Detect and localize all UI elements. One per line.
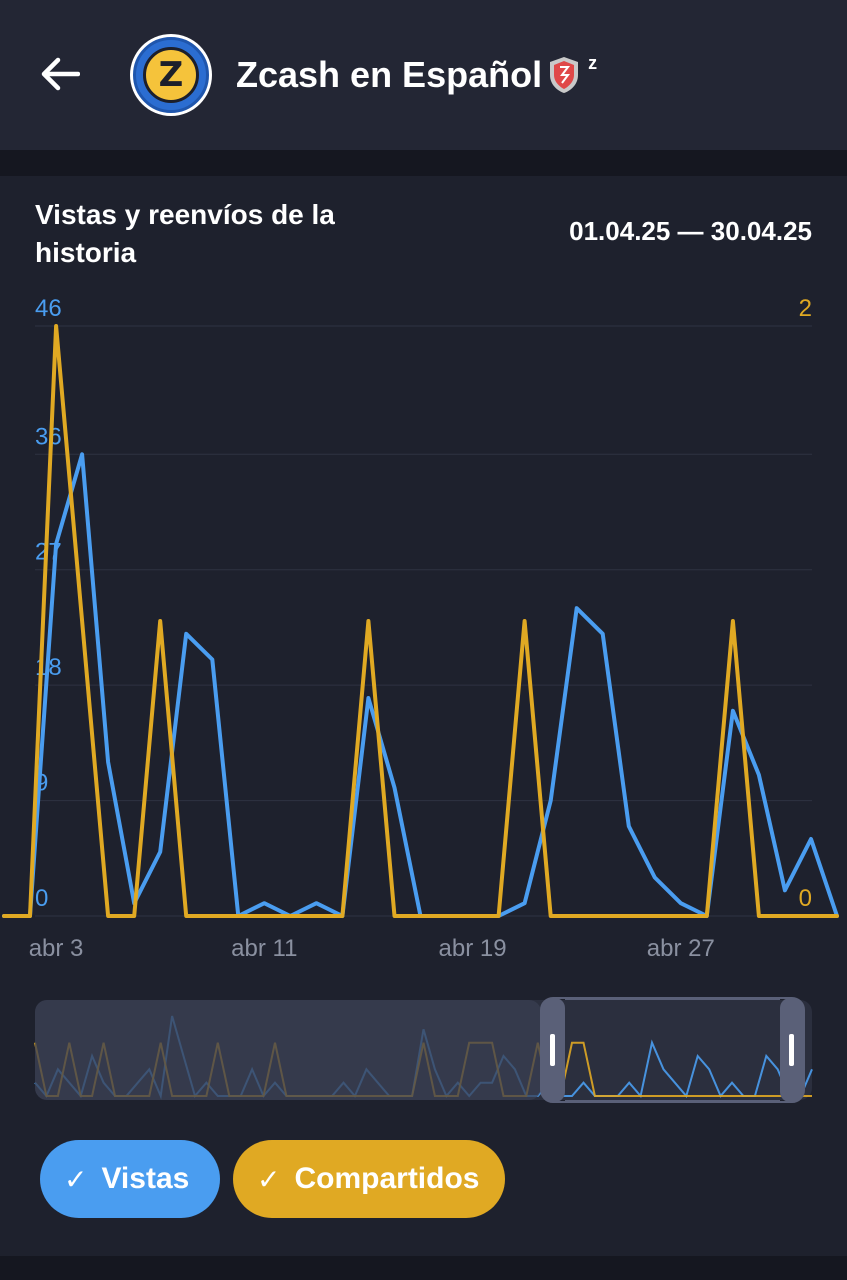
toggle-shares-button[interactable]: ✓ Compartidos <box>233 1140 505 1218</box>
x-tick-label: abr 27 <box>647 935 715 962</box>
channel-title[interactable]: Zcash en Español z <box>236 52 598 96</box>
overview-window-top <box>565 998 780 1000</box>
y-right-tick-label: 0 <box>799 885 812 912</box>
date-range[interactable]: 01.04.25 — 30.04.25 <box>569 216 812 246</box>
series-line-compartidos <box>2 324 839 918</box>
back-button[interactable] <box>36 50 84 98</box>
x-tick-label: abr 19 <box>439 935 507 962</box>
drag-grip-icon <box>789 1034 794 1066</box>
toggle-views-label: Vistas <box>101 1162 190 1195</box>
x-tick-label: abr 11 <box>231 935 297 962</box>
channel-name: Zcash en Español <box>236 54 543 95</box>
check-icon: ✓ <box>257 1162 281 1196</box>
section-divider <box>0 150 847 176</box>
toggle-shares-label: Compartidos <box>294 1162 480 1195</box>
avatar-ring: Z <box>133 37 209 113</box>
overview-unselected-mask <box>35 1000 541 1100</box>
chart-title: Vistas y reenvíos de la historia <box>35 199 335 268</box>
y-left-tick-label: 46 <box>35 295 62 322</box>
zz-badge: z <box>588 52 598 73</box>
check-icon: ✓ <box>64 1162 88 1196</box>
zcash-logo-icon: Z <box>143 47 199 103</box>
overview-window-bottom <box>565 1100 780 1102</box>
bottom-divider <box>0 1256 847 1280</box>
y-left-tick-label: 36 <box>35 423 62 450</box>
range-overview-chart[interactable] <box>0 990 847 1110</box>
app-header: Z Zcash en Español z <box>0 0 847 150</box>
shield-badge-icon <box>550 57 579 93</box>
x-tick-label: abr 3 <box>29 935 84 962</box>
arrow-left-icon <box>41 57 80 91</box>
toggle-views-button[interactable]: ✓ Vistas <box>40 1140 220 1218</box>
y-right-tick-label: 2 <box>799 295 812 322</box>
y-left-tick-label: 0 <box>35 885 48 912</box>
drag-grip-icon <box>550 1034 555 1066</box>
channel-avatar[interactable]: Z <box>130 34 212 116</box>
